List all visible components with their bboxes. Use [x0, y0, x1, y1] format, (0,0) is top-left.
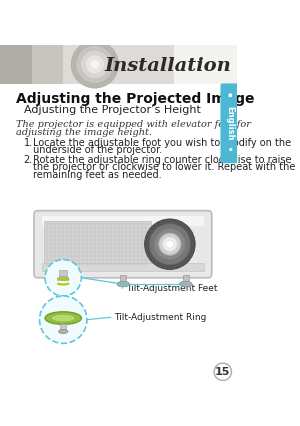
Ellipse shape — [179, 281, 192, 287]
Ellipse shape — [58, 330, 68, 334]
Circle shape — [166, 240, 174, 248]
Text: ▪: ▪ — [227, 92, 232, 98]
Text: Rotate the adjustable ring counter clockwise to raise: Rotate the adjustable ring counter clock… — [33, 155, 292, 165]
Bar — [44, 221, 151, 268]
Text: Tilt-Adjustment Ring: Tilt-Adjustment Ring — [115, 313, 207, 322]
Text: Installation: Installation — [104, 57, 231, 75]
Bar — [0, 45, 237, 84]
Bar — [120, 276, 126, 282]
Text: underside of the projector.: underside of the projector. — [33, 145, 162, 155]
Bar — [0, 45, 32, 84]
Circle shape — [154, 228, 186, 260]
Circle shape — [90, 60, 100, 69]
Circle shape — [81, 50, 109, 79]
Circle shape — [40, 296, 87, 343]
Circle shape — [163, 237, 177, 251]
Ellipse shape — [45, 312, 81, 325]
Circle shape — [145, 219, 195, 270]
Text: Adjusting the Projected Image: Adjusting the Projected Image — [16, 92, 254, 106]
Ellipse shape — [58, 276, 69, 281]
Text: English: English — [225, 106, 234, 141]
Bar — [60, 324, 66, 330]
Bar — [59, 270, 67, 277]
Text: the projector or clockwise to lower it. Repeat with the: the projector or clockwise to lower it. … — [33, 162, 296, 173]
FancyBboxPatch shape — [220, 83, 239, 163]
Text: remaining feet as needed.: remaining feet as needed. — [33, 170, 162, 179]
Circle shape — [76, 46, 114, 83]
Ellipse shape — [61, 281, 74, 287]
Text: The projector is equipped with elevator feet for: The projector is equipped with elevator … — [16, 120, 251, 129]
Bar — [42, 263, 204, 271]
Text: Tilt-Adjustment Feet: Tilt-Adjustment Feet — [126, 284, 218, 293]
Bar — [42, 216, 204, 226]
Text: ▪: ▪ — [228, 147, 232, 152]
Ellipse shape — [51, 314, 75, 322]
Bar — [0, 45, 63, 84]
Circle shape — [149, 224, 190, 265]
Bar — [174, 45, 237, 84]
Circle shape — [214, 363, 232, 380]
Bar — [182, 276, 189, 282]
Bar — [65, 276, 71, 282]
Circle shape — [159, 233, 181, 255]
Circle shape — [71, 41, 118, 88]
Text: Locate the adjustable foot you wish to modify on the: Locate the adjustable foot you wish to m… — [33, 138, 291, 148]
Text: 15: 15 — [215, 367, 230, 377]
FancyBboxPatch shape — [34, 210, 212, 278]
Text: 1.: 1. — [24, 138, 33, 148]
Ellipse shape — [117, 281, 130, 287]
Circle shape — [85, 55, 104, 74]
Text: Adjusting the Projector’s Height: Adjusting the Projector’s Height — [24, 105, 201, 115]
Text: 2.: 2. — [24, 155, 33, 165]
Circle shape — [45, 259, 81, 296]
Bar — [63, 45, 174, 84]
Text: adjusting the image height.: adjusting the image height. — [16, 128, 152, 137]
